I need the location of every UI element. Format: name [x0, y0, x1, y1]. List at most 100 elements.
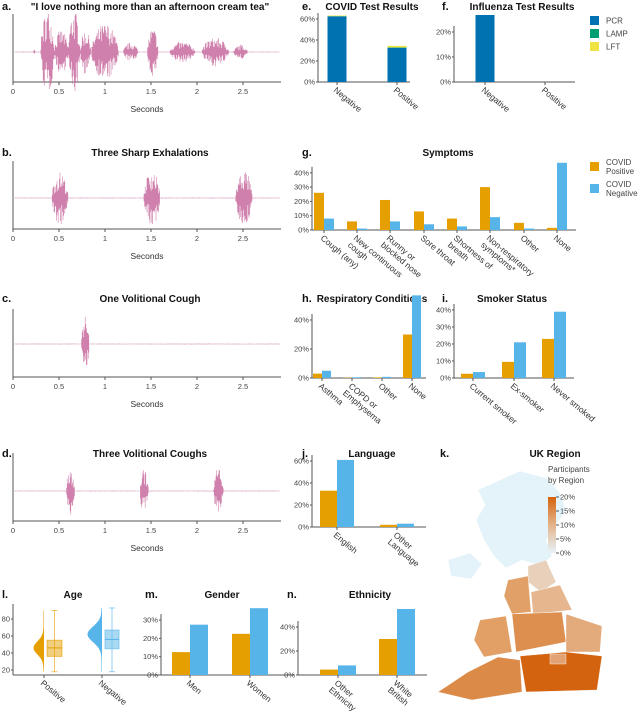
panel-letter: l.	[2, 589, 8, 601]
y-tick-label: 20%	[294, 501, 309, 510]
x-tick-label: 2	[195, 382, 199, 391]
bar-covid-negative	[382, 376, 391, 378]
x-axis-label: Seconds	[130, 399, 163, 409]
bar-covid-negative	[352, 377, 361, 378]
y-tick-label: 0%	[298, 226, 309, 235]
x-tick-label-line: Positive	[540, 85, 569, 112]
y-tick-label: 80	[2, 615, 10, 624]
x-tick-label: 0.5	[54, 234, 64, 243]
region-east	[565, 613, 603, 653]
panel-letter: j.	[301, 448, 308, 460]
x-tick-label: 2	[195, 526, 199, 535]
y-tick-label: 40%	[294, 479, 309, 488]
panel-letter: f.	[442, 1, 449, 13]
y-tick-label: 40	[2, 649, 10, 658]
legend-label: COVID Negative	[606, 180, 638, 198]
x-tick-label-line: English	[332, 530, 360, 556]
violin	[87, 607, 102, 672]
y-tick-label: 10%	[143, 652, 158, 661]
x-tick-label: Other	[519, 233, 542, 254]
x-tick-label-line: Other	[377, 381, 400, 402]
bar-covid-negative	[324, 218, 334, 230]
x-tick-label: 1	[103, 87, 107, 96]
x-axis-label: Seconds	[130, 543, 163, 553]
x-tick-label: 2.5	[238, 526, 248, 535]
y-tick-label: 60%	[294, 457, 309, 466]
bar-pcr	[327, 16, 347, 82]
legend-swatch-lamp	[590, 29, 599, 38]
y-tick-label: 30%	[294, 183, 309, 192]
x-tick-label-line: Negative	[480, 85, 512, 114]
x-tick-label: 2	[195, 234, 199, 243]
colorbar-tick-label: 15%	[560, 507, 575, 516]
x-tick-label-line: Men	[185, 678, 204, 696]
bar-covid-positive	[502, 361, 514, 378]
colorbar-tick-label: 10%	[560, 521, 575, 530]
y-tick-label: 10%	[436, 53, 451, 62]
panel-letter: n.	[287, 589, 297, 601]
legend-label: LAMP	[606, 30, 628, 39]
bar-covid-negative	[554, 311, 566, 378]
x-tick-label: English	[332, 530, 360, 556]
y-tick-label: 40%	[436, 306, 451, 315]
bar-covid-positive	[447, 218, 457, 230]
x-tick-label-line: Positive	[392, 85, 421, 112]
panel-letter: h.	[302, 293, 312, 305]
bar-covid-negative	[524, 228, 534, 230]
bar-covid-positive	[320, 669, 338, 675]
bar-covid-negative	[397, 609, 415, 675]
bar-covid-positive	[514, 222, 524, 230]
x-tick-label: 1	[103, 382, 107, 391]
panel-letter: d.	[2, 448, 12, 460]
waveform	[14, 14, 280, 92]
x-tick-label: 2.5	[238, 87, 248, 96]
bar-covid-positive	[172, 652, 190, 675]
x-tick-label: 2	[195, 87, 199, 96]
x-tick-label-line: Never smoked	[549, 381, 598, 424]
y-tick-label: 40%	[294, 316, 309, 325]
x-tick-label-line: None	[407, 381, 429, 402]
bar-covid-positive	[547, 227, 557, 230]
region-north-west	[503, 575, 532, 615]
bar-covid-negative	[390, 221, 400, 230]
chart-title: UK Region	[529, 449, 580, 460]
chart-title: One Volitional Cough	[100, 294, 201, 305]
x-tick-label: Other	[377, 381, 400, 402]
bar-covid-negative	[250, 608, 268, 675]
x-tick-label: Negative	[480, 85, 512, 114]
y-tick-label: 60%	[300, 15, 315, 24]
x-tick-label: 1	[103, 526, 107, 535]
bar-lft	[327, 15, 347, 17]
y-tick-label: 20%	[436, 28, 451, 37]
region-london	[549, 653, 567, 665]
x-tick-label-line: Negative	[332, 85, 364, 114]
region-south-west	[437, 656, 523, 701]
y-tick-label: 0%	[298, 374, 309, 383]
panel-letter: a.	[2, 1, 11, 13]
y-tick-label: 20%	[436, 340, 451, 349]
legend-title: Participants	[548, 465, 590, 474]
uk-map	[437, 470, 603, 701]
bar-covid-negative	[322, 370, 331, 378]
bar-covid-positive	[347, 221, 357, 230]
bar-covid-positive	[461, 373, 473, 378]
chart-title: Smoker Status	[477, 294, 547, 305]
x-tick-label: Positive	[39, 678, 68, 705]
bar-covid-negative	[337, 459, 354, 527]
y-tick-label: 20%	[143, 634, 158, 643]
y-tick-label: 0%	[304, 78, 315, 87]
bar-pcr	[475, 15, 495, 82]
y-tick-label: 20%	[280, 647, 295, 656]
x-tick-label: 1.5	[146, 526, 156, 535]
legend-swatch-lft	[590, 42, 599, 51]
x-tick-label-line: Other	[519, 233, 542, 254]
x-tick-label-line: None	[552, 233, 574, 254]
x-tick-label: 0.5	[54, 382, 64, 391]
bar-covid-negative	[397, 523, 414, 527]
chart-title: Gender	[204, 590, 239, 601]
bar-covid-positive	[380, 199, 390, 230]
chart-title: Three Volitional Coughs	[93, 449, 208, 460]
colorbar-tick-label: 0%	[560, 549, 571, 558]
y-tick-label: 30%	[436, 323, 451, 332]
